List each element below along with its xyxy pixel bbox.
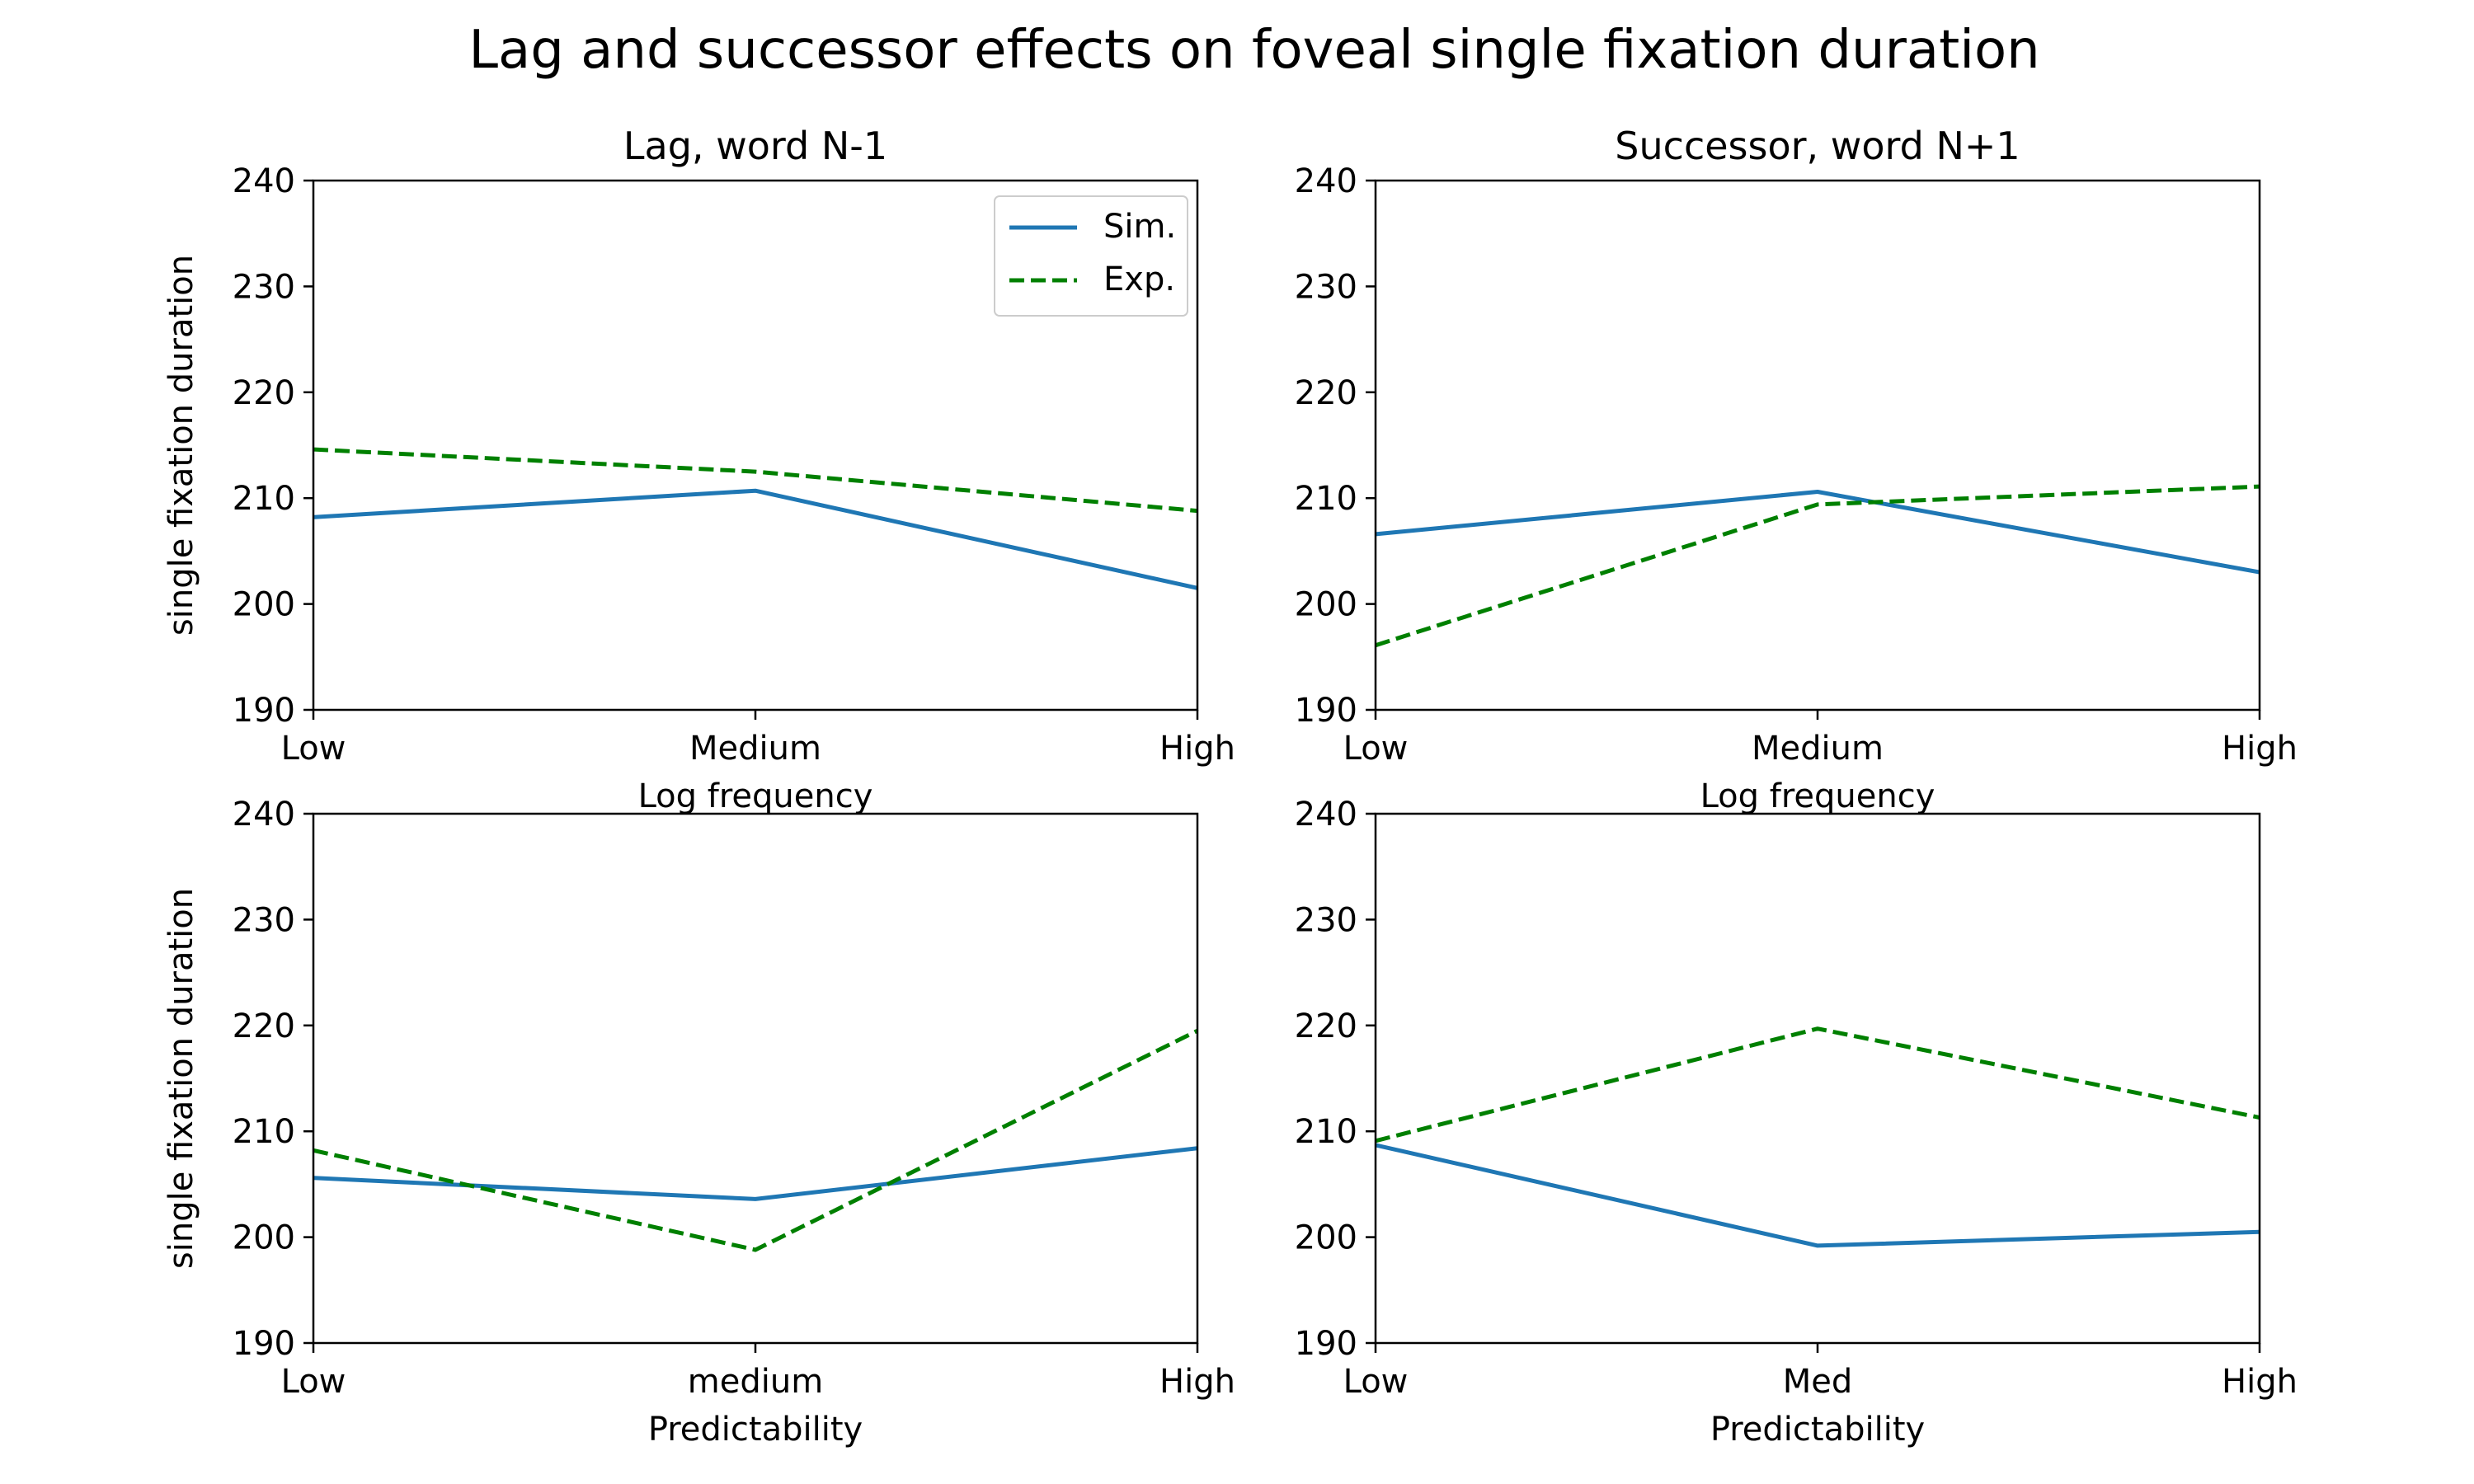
y-tick-label: 190	[1295, 1325, 1357, 1363]
x-tick-label: High	[2222, 730, 2298, 768]
subplot-4: 190 200 210 220 230 240 Low Med High Predictabili…	[1295, 796, 2298, 1449]
y-tick-label: 210	[1295, 1113, 1357, 1151]
x-axis-label: Log frequency	[1700, 777, 1935, 815]
subplot-3: 190 200 210 220 230 240 Low medium High Predictab…	[162, 796, 1235, 1449]
x-tick-label: Low	[1343, 730, 1409, 768]
y-tick-label: 190	[233, 692, 295, 730]
legend: Sim. Exp.	[994, 195, 1188, 317]
x-tick-label: Medium	[1752, 730, 1884, 768]
subplots: 190 200 210 220 230 240 Low Medium High Lag, word…	[162, 124, 2298, 1449]
y-tick-label: 190	[1295, 692, 1357, 730]
y-tick-label: 220	[1295, 1007, 1357, 1045]
y-tick-label: 220	[233, 374, 295, 412]
y-tick-label: 220	[233, 1007, 295, 1045]
y-tick-label: 200	[1295, 1219, 1357, 1257]
subplot-title: Successor, word N+1	[1615, 124, 2020, 168]
x-tick-label: Medium	[689, 730, 821, 768]
x-tick-label: Low	[281, 730, 346, 768]
x-tick-label: medium	[688, 1363, 823, 1401]
x-tick-label: Med	[1783, 1363, 1853, 1401]
x-axis-label: Predictability	[648, 1411, 863, 1449]
y-tick-label: 230	[1295, 901, 1357, 939]
x-axis-label: Predictability	[1710, 1411, 1925, 1449]
y-tick-label: 210	[1295, 480, 1357, 518]
y-tick-label: 200	[233, 586, 295, 624]
y-tick-label: 230	[1295, 268, 1357, 306]
subplot-2: 190 200 210 220 230 240 Low Medium High Successor…	[1295, 124, 2298, 815]
y-axis-label: single fixation duration	[162, 255, 200, 636]
y-tick-label: 240	[233, 162, 295, 200]
y-tick-label: 230	[233, 901, 295, 939]
y-tick-label: 190	[233, 1325, 295, 1363]
legend-label-sim: Sim.	[1103, 208, 1176, 246]
x-tick-label: High	[2222, 1363, 2298, 1401]
y-tick-label: 220	[1295, 374, 1357, 412]
subplot-title: Lag, word N-1	[623, 124, 887, 168]
x-axis-label: Log frequency	[638, 777, 873, 815]
figure-title: Lag and successor effects on foveal sing…	[468, 20, 2039, 81]
y-tick-label: 200	[1295, 586, 1357, 624]
y-axis-label: single fixation duration	[162, 888, 200, 1269]
y-tick-label: 230	[233, 268, 295, 306]
y-tick-label: 210	[233, 1113, 295, 1151]
y-tick-label: 240	[1295, 796, 1357, 834]
y-tick-label: 240	[1295, 162, 1357, 200]
y-tick-label: 210	[233, 480, 295, 518]
y-tick-label: 200	[233, 1219, 295, 1257]
legend-label-exp: Exp.	[1103, 261, 1175, 298]
x-tick-label: High	[1159, 1363, 1235, 1401]
subplot-1: 190 200 210 220 230 240 Low Medium High Lag, word…	[162, 124, 1235, 815]
x-tick-label: High	[1159, 730, 1235, 768]
x-tick-label: Low	[281, 1363, 346, 1401]
x-tick-label: Low	[1343, 1363, 1409, 1401]
y-tick-label: 240	[233, 796, 295, 834]
